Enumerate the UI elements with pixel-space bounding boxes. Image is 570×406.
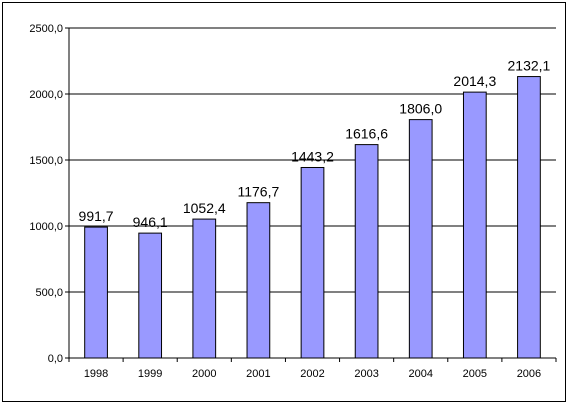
- x-tick-label: 2004: [408, 368, 432, 380]
- bar: [462, 91, 487, 359]
- data-label: 2014,3: [453, 73, 496, 89]
- bar: [138, 232, 163, 359]
- bar: [192, 218, 217, 359]
- data-label: 1616,6: [345, 126, 388, 142]
- x-tick-label: 2005: [463, 368, 487, 380]
- y-tick-label: 500,0: [35, 287, 63, 299]
- y-tick-label: 2000,0: [29, 89, 63, 101]
- data-label: 1806,0: [399, 101, 442, 117]
- bar: [354, 144, 379, 359]
- x-tick-label: 2001: [246, 368, 270, 380]
- y-tick-label: 1500,0: [29, 155, 63, 167]
- y-tick-label: 2500,0: [29, 23, 63, 35]
- data-label: 946,1: [133, 214, 168, 230]
- y-tick-label: 1000,0: [29, 221, 63, 233]
- x-tick-label: 1998: [84, 368, 108, 380]
- bar: [84, 226, 108, 359]
- bar: [408, 119, 433, 359]
- bar: [246, 202, 271, 359]
- data-label: 1176,7: [237, 184, 279, 200]
- x-tick-label: 1999: [138, 368, 162, 380]
- data-label: 2132,1: [508, 58, 551, 74]
- data-label: 1443,2: [291, 148, 334, 164]
- bar: [517, 76, 541, 359]
- x-tick-label: 2000: [192, 368, 216, 380]
- y-tick-label: 0,0: [48, 353, 63, 365]
- x-tick-label: 2002: [300, 368, 324, 380]
- data-label: 991,7: [79, 208, 114, 224]
- bar: [300, 166, 325, 359]
- x-tick-label: 2006: [517, 368, 541, 380]
- data-label: 1052,4: [183, 200, 226, 216]
- x-tick-label: 2003: [354, 368, 378, 380]
